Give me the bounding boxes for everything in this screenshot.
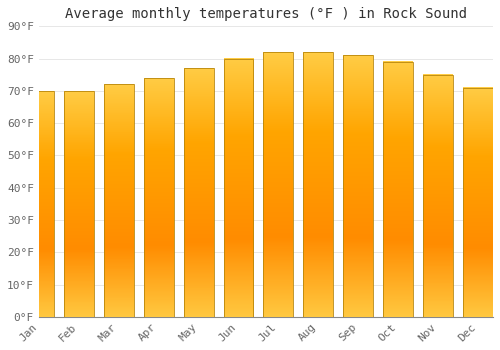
Bar (144, 78, 174, 317)
Title: Average monthly temperatures (°F ) in Rock Sound: Average monthly temperatures (°F ) in Ro… (65, 7, 467, 21)
Bar (344, 55, 374, 317)
Bar (104, 84, 134, 317)
Bar (64, 91, 94, 317)
Bar (423, 75, 453, 317)
Bar (264, 52, 294, 317)
Bar (344, 55, 374, 317)
Bar (224, 58, 254, 317)
Bar (184, 68, 214, 317)
Bar (224, 58, 254, 317)
Bar (24, 91, 54, 317)
Bar (463, 88, 493, 317)
Bar (383, 62, 413, 317)
Bar (144, 78, 174, 317)
Bar (304, 52, 334, 317)
Bar (423, 75, 453, 317)
Bar (264, 52, 294, 317)
Bar (304, 52, 334, 317)
Bar (463, 88, 493, 317)
Bar (104, 84, 134, 317)
Bar (383, 62, 413, 317)
Bar (24, 91, 54, 317)
Bar (64, 91, 94, 317)
Bar (184, 68, 214, 317)
